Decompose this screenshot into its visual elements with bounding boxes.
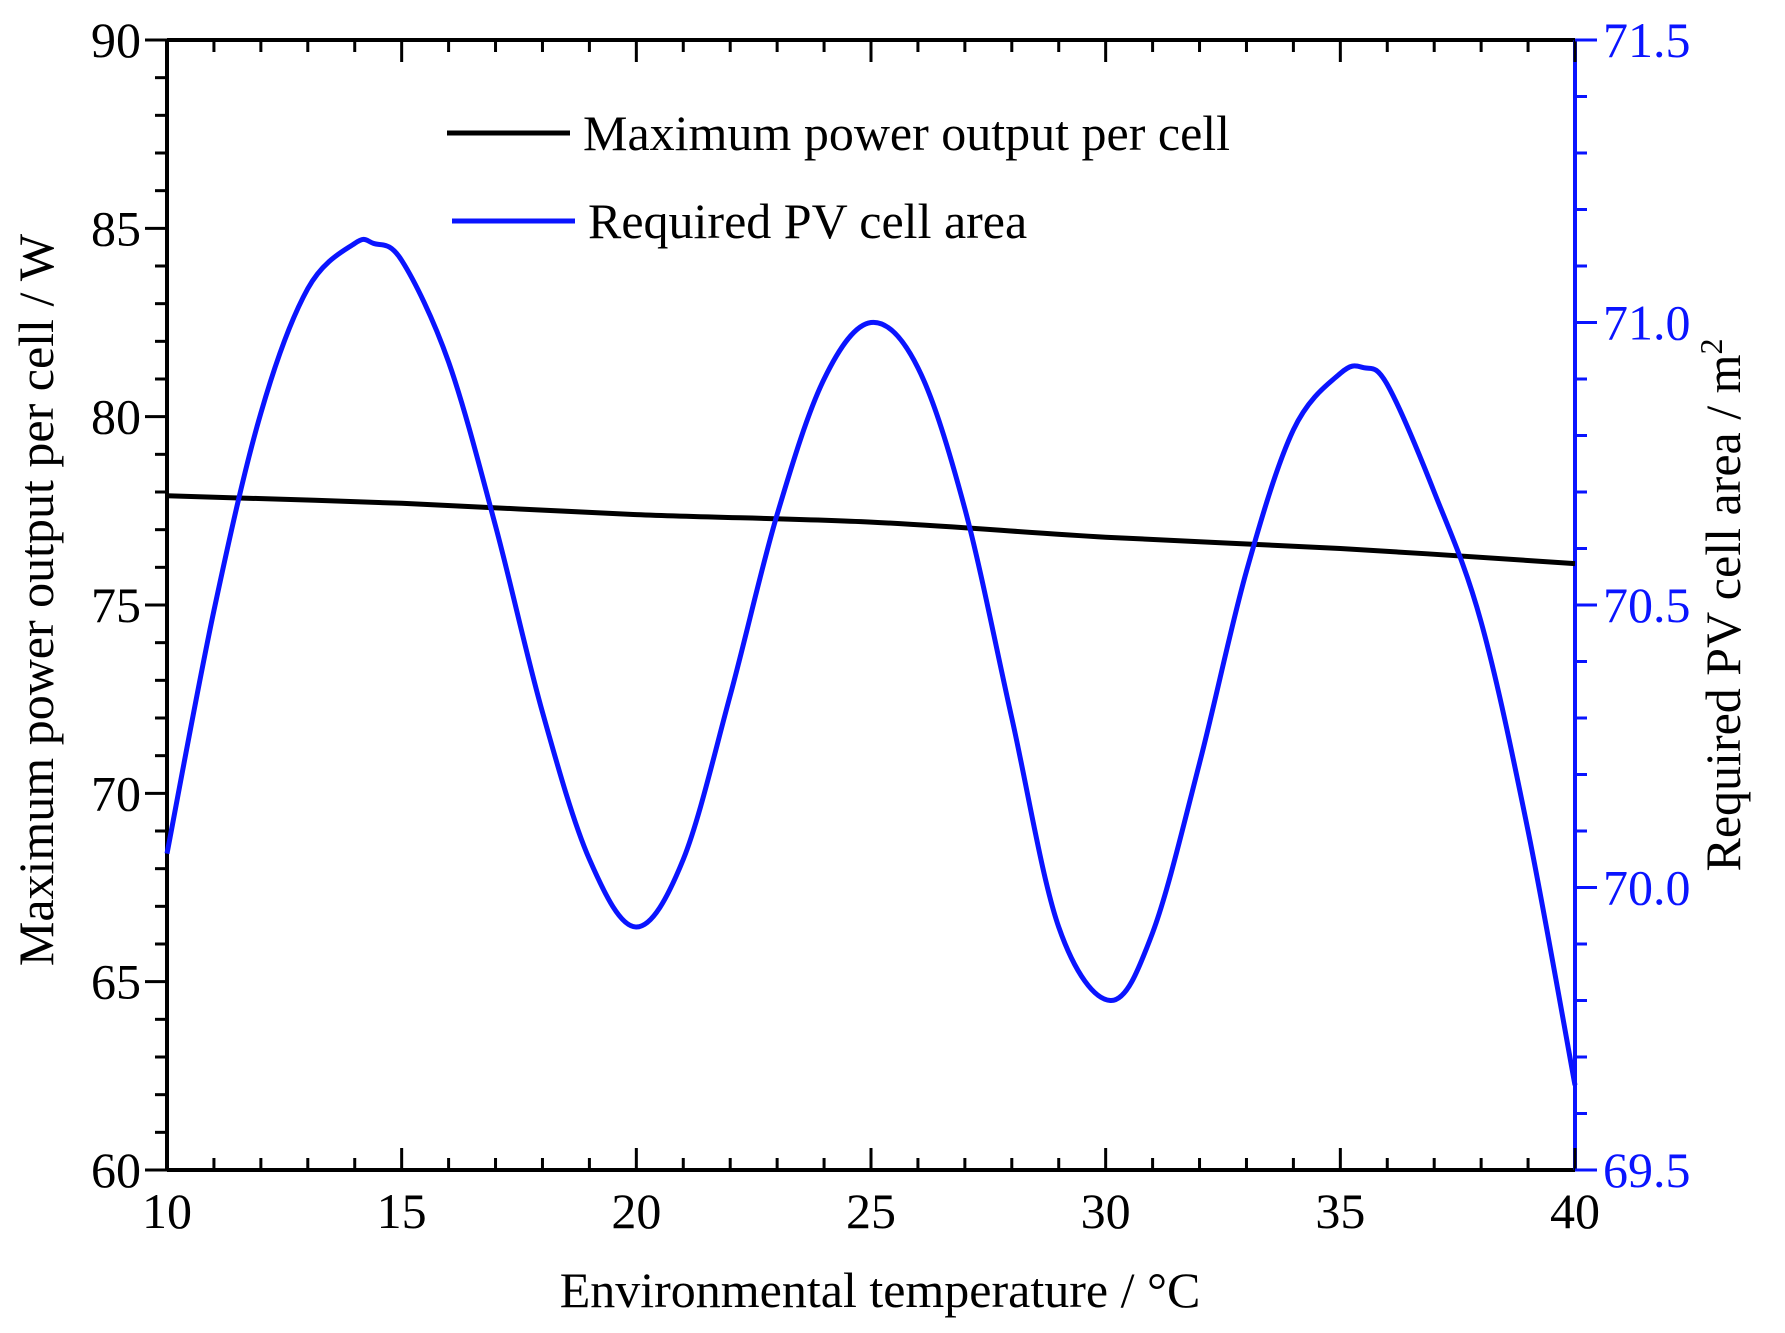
- y-right-tick-label: 70.5: [1603, 577, 1691, 633]
- series-layer: [164, 236, 1578, 1086]
- axis-ticks: [145, 38, 1597, 1172]
- x-tick-label: 35: [1315, 1183, 1365, 1239]
- y-right-tick-label: 71.5: [1603, 12, 1691, 68]
- legend-label-power: Maximum power output per cell: [583, 105, 1230, 161]
- y-axis-left-title: Maximum power output per cell / W: [8, 233, 64, 966]
- series-line-power: [166, 493, 1576, 567]
- y-axis-right-title-superscript: 2: [1693, 339, 1729, 355]
- x-tick-label: 25: [846, 1183, 896, 1239]
- y-left-tick-label: 65: [91, 954, 141, 1010]
- y-left-tick-label: 85: [91, 200, 141, 256]
- y-axis-right-title: Required PV cell area / m2: [1693, 339, 1751, 872]
- y-left-tick-label: 70: [91, 765, 141, 821]
- x-tick-label: 30: [1081, 1183, 1131, 1239]
- legend: Maximum power output per cell Required P…: [447, 105, 1230, 249]
- x-axis-title: Environmental temperature / °C: [560, 1262, 1201, 1318]
- y-left-tick-label: 60: [91, 1142, 141, 1198]
- y-axis-right-title-text: Required PV cell area / m: [1695, 354, 1751, 871]
- y-right-tick-label: 70.0: [1603, 860, 1691, 916]
- y-right-tick-label: 69.5: [1603, 1142, 1691, 1198]
- x-tick-label: 15: [377, 1183, 427, 1239]
- x-tick-label: 20: [611, 1183, 661, 1239]
- legend-label-area: Required PV cell area: [588, 193, 1027, 249]
- x-tick-label: 10: [142, 1183, 192, 1239]
- series-line-area: [164, 236, 1578, 1086]
- y-left-tick-label: 75: [91, 577, 141, 633]
- y-right-tick-label: 71.0: [1603, 295, 1691, 351]
- y-left-tick-label: 80: [91, 389, 141, 445]
- x-tick-label: 40: [1550, 1183, 1600, 1239]
- y-left-tick-label: 90: [91, 12, 141, 68]
- tick-labels: 10 15 20 25 30 35 40 60 65 70 75 80 85 90 69.5 70.0 70.5…: [91, 12, 1691, 1239]
